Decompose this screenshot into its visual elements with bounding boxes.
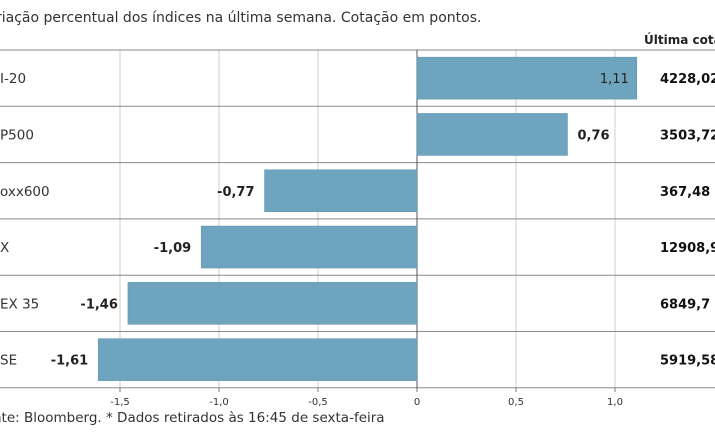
bar-3 [200, 225, 418, 269]
x-tick-label: 0 [414, 397, 420, 408]
last-quote-column-header: Última cotaç [644, 33, 715, 47]
category-label: X [0, 240, 9, 256]
category-label: EX 35 [0, 296, 39, 312]
category-label: SE [0, 353, 17, 369]
bar-0 [416, 56, 638, 100]
bar-1 [416, 113, 568, 156]
last-quote-value: 5919,58 [660, 354, 715, 369]
source-note: nte: Bloomberg. * Dados retirados às 16:… [0, 410, 385, 426]
value-label: -1,46 [80, 297, 117, 312]
value-label: 1,11 [600, 72, 629, 87]
chart-subtitle: riação percentual dos índices na última … [0, 10, 482, 26]
bar-5 [97, 338, 418, 381]
last-quote-value: 367,48 [660, 185, 710, 200]
x-tick-label: -1,5 [110, 397, 130, 408]
category-label: oxx600 [0, 184, 50, 200]
last-quote-value: 12908,99 [660, 241, 715, 256]
value-label: -1,09 [154, 241, 191, 256]
last-quote-value: 6849,7 [660, 297, 710, 312]
value-label: -0,77 [217, 185, 254, 200]
last-quote-value: 4228,02 [660, 72, 715, 87]
value-label: 0,76 [577, 128, 609, 143]
value-label: -1,61 [51, 354, 88, 369]
category-label: P500 [0, 127, 34, 143]
x-tick-label: -0,5 [308, 397, 328, 408]
x-tick-label: 0,5 [508, 397, 524, 408]
bar-4 [127, 282, 418, 325]
x-tick-label: 1,0 [607, 397, 623, 408]
bar-2 [264, 169, 418, 212]
last-quote-value: 3503,72 [660, 128, 715, 143]
x-tick-label: -1,0 [209, 397, 229, 408]
category-label: I-20 [0, 71, 26, 87]
